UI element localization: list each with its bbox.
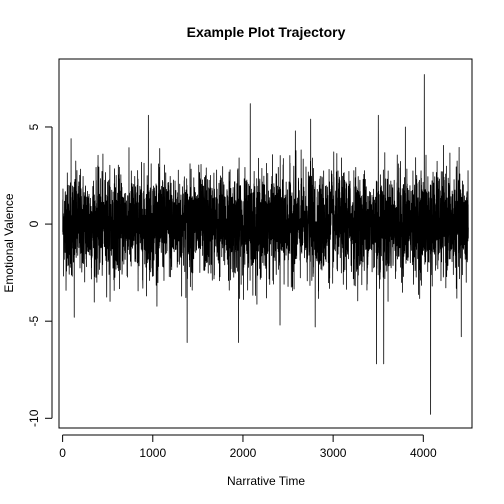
y-tick-label: 5 (27, 123, 41, 130)
x-tick-label: 4000 (410, 446, 437, 460)
y-tick-label: -5 (27, 316, 41, 327)
x-tick-label: 0 (59, 446, 66, 460)
y-axis-label: Emotional Valence (2, 193, 16, 292)
chart-title: Example Plot Trajectory (187, 24, 346, 40)
trajectory-line (62, 74, 469, 415)
y-axis: -10 -5 0 5 (27, 123, 53, 427)
plot-frame (58, 58, 473, 429)
x-tick-label: 3000 (320, 446, 347, 460)
y-tick-label: -10 (27, 409, 41, 427)
x-tick-label: 2000 (230, 446, 257, 460)
x-tick-label: 1000 (139, 446, 166, 460)
y-tick-label: 0 (27, 220, 41, 227)
x-axis-label: Narrative Time (227, 474, 305, 488)
series-layer (62, 74, 469, 415)
x-axis: 0 1000 2000 3000 4000 (59, 434, 437, 460)
